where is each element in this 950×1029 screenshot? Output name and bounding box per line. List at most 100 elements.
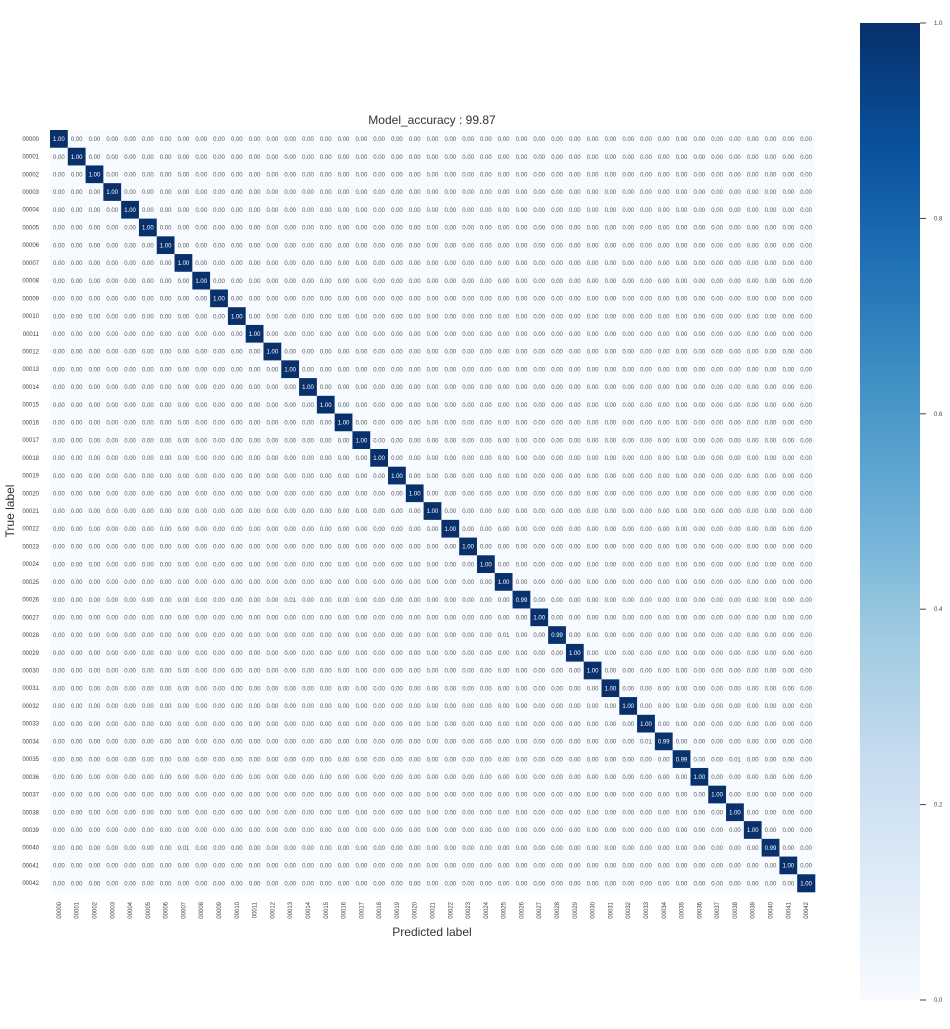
heatmap-cell [548, 183, 567, 202]
heatmap-cell [227, 165, 246, 184]
cell-value-label: 0.00 [195, 775, 207, 781]
heatmap-cell [530, 271, 549, 290]
cell-value-label: 0.00 [338, 757, 350, 763]
cell-value-label: 0.00 [213, 881, 225, 887]
cell-value-label: 0.00 [676, 810, 688, 816]
cell-value-label: 0.00 [658, 704, 670, 710]
heatmap-cell [530, 431, 549, 450]
cell-value-label: 0.00 [409, 208, 421, 214]
cell-value-label: 0.00 [676, 616, 688, 622]
cell-value-label: 0.00 [551, 757, 563, 763]
cell-value-label: 0.00 [694, 598, 706, 604]
cell-value-label: 1.00 [320, 403, 332, 409]
heatmap-cell [121, 254, 140, 273]
cell-value-label: 0.00 [800, 421, 812, 427]
heatmap-cell [263, 165, 282, 184]
cell-value-label: 0.00 [195, 846, 207, 852]
cell-value-label: 0.00 [551, 332, 563, 338]
cell-value-label: 1.00 [782, 864, 794, 870]
cell-value-label: 0.00 [676, 686, 688, 692]
cell-value-label: 0.00 [267, 421, 279, 427]
cell-value-label: 0.00 [587, 651, 599, 657]
cell-value-label: 0.00 [106, 208, 118, 214]
heatmap-cell [405, 130, 424, 149]
cell-value-label: 0.00 [355, 491, 367, 497]
heatmap-cell [761, 342, 780, 361]
cell-value-label: 0.00 [71, 881, 83, 887]
cell-value-label: 0.00 [551, 864, 563, 870]
y-tick-label: 00010 [22, 314, 39, 320]
heatmap-cell [743, 378, 762, 397]
cell-value-label: 0.00 [516, 173, 528, 179]
cell-value-label: 0.00 [284, 332, 296, 338]
cell-value-label: 0.00 [231, 456, 243, 462]
cell-value-label: 0.00 [89, 828, 101, 834]
heatmap-cell [299, 165, 318, 184]
heatmap-cell [583, 289, 602, 308]
cell-value-label: 0.00 [178, 828, 190, 834]
heatmap-cell [761, 147, 780, 166]
cell-value-label: 0.00 [516, 775, 528, 781]
cell-value-label: 0.00 [160, 509, 172, 515]
cell-value-label: 0.00 [462, 828, 474, 834]
heatmap-cell [708, 236, 727, 255]
cell-value-label: 0.00 [711, 616, 723, 622]
cell-value-label: 0.00 [53, 562, 65, 568]
cell-value-label: 0.00 [587, 279, 599, 285]
cell-value-label: 0.00 [480, 474, 492, 480]
cell-value-label: 0.00 [160, 279, 172, 285]
heatmap-cell [192, 254, 211, 273]
heatmap-cell [85, 324, 104, 343]
cell-value-label: 0.00 [302, 846, 314, 852]
cell-value-label: 0.00 [711, 651, 723, 657]
heatmap-cell [548, 324, 567, 343]
cell-value-label: 0.00 [533, 651, 545, 657]
cell-value-label: 0.00 [605, 598, 617, 604]
cell-value-label: 0.00 [249, 314, 261, 320]
x-tick-label: 00018 [377, 901, 383, 918]
cell-value-label: 0.00 [622, 314, 634, 320]
cell-value-label: 0.00 [71, 367, 83, 373]
heatmap-cell [388, 147, 407, 166]
cell-value-label: 0.00 [800, 173, 812, 179]
heatmap-cell [512, 307, 531, 326]
cell-value-label: 0.00 [782, 314, 794, 320]
cell-value-label: 0.00 [729, 580, 741, 586]
cell-value-label: 0.00 [53, 385, 65, 391]
cell-value-label: 0.00 [124, 297, 136, 303]
cell-value-label: 0.00 [267, 243, 279, 249]
cell-value-label: 0.00 [747, 385, 759, 391]
cell-value-label: 0.00 [409, 651, 421, 657]
cell-value-label: 0.00 [338, 527, 350, 533]
heatmap-cell [156, 413, 175, 432]
heatmap-cell [583, 324, 602, 343]
cell-value-label: 0.00 [782, 527, 794, 533]
cell-value-label: 0.00 [605, 421, 617, 427]
cell-value-label: 0.00 [658, 491, 670, 497]
cell-value-label: 0.00 [267, 686, 279, 692]
cell-value-label: 0.00 [782, 385, 794, 391]
cell-value-label: 0.00 [106, 438, 118, 444]
heatmap-cell [227, 395, 246, 414]
cell-value-label: 0.00 [658, 332, 670, 338]
cell-value-label: 0.00 [391, 828, 403, 834]
heatmap-cell [423, 342, 442, 361]
cell-value-label: 0.00 [605, 243, 617, 249]
cell-value-label: 0.00 [89, 190, 101, 196]
cell-value-label: 0.00 [302, 740, 314, 746]
cell-value-label: 0.00 [498, 545, 510, 551]
heatmap-cell [388, 200, 407, 219]
cell-value-label: 0.00 [711, 421, 723, 427]
cell-value-label: 0.00 [622, 261, 634, 267]
cell-value-label: 0.00 [124, 864, 136, 870]
cell-value-label: 0.00 [267, 190, 279, 196]
cell-value-label: 0.00 [729, 155, 741, 161]
cell-value-label: 0.00 [124, 385, 136, 391]
cell-value-label: 0.00 [729, 704, 741, 710]
cell-value-label: 0.00 [427, 261, 439, 267]
heatmap-cell [352, 183, 371, 202]
heatmap-cell [352, 413, 371, 432]
cell-value-label: 0.00 [249, 616, 261, 622]
cell-value-label: 0.00 [551, 828, 563, 834]
y-tick-label: 00027 [22, 615, 39, 621]
